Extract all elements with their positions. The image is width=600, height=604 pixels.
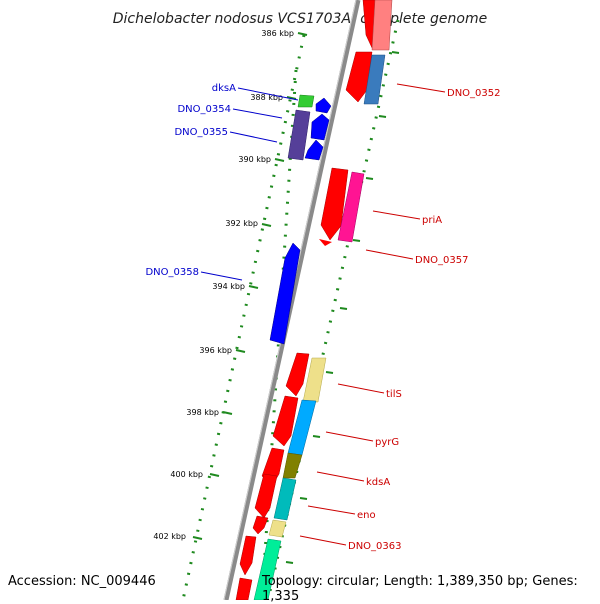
right-labels: DNO_0352 priA DNO_0357 tilS pyrG kdsA en… bbox=[299, 83, 501, 552]
accession-text: Accession: NC_009446 bbox=[8, 574, 156, 589]
tick-mark bbox=[391, 51, 400, 54]
gene-cds[interactable] bbox=[363, 54, 386, 105]
gene-pyrG[interactable] bbox=[272, 395, 299, 447]
tick-mark bbox=[378, 115, 387, 118]
gene-label-tilS[interactable]: tilS bbox=[386, 389, 402, 400]
gene-DNO_0355[interactable] bbox=[287, 109, 311, 161]
label-connector bbox=[200, 271, 243, 281]
gene-DNO_0352[interactable] bbox=[345, 51, 373, 103]
tick-mark bbox=[209, 473, 220, 477]
gene-DNO_0358[interactable] bbox=[269, 242, 301, 345]
gene-cds[interactable] bbox=[319, 239, 332, 246]
tick-mark bbox=[192, 536, 203, 540]
left-labels: dksA DNO_0354 DNO_0355 DNO_0358 bbox=[145, 83, 299, 281]
gene-DNO_0363[interactable] bbox=[252, 515, 269, 535]
gene-priA[interactable] bbox=[320, 167, 349, 241]
gene-tilS[interactable] bbox=[285, 352, 310, 397]
tick-label: 388 kbp bbox=[250, 93, 283, 102]
gene-label-DNO_0357[interactable]: DNO_0357 bbox=[415, 255, 469, 266]
gene-cds[interactable] bbox=[310, 113, 330, 141]
tick-mark bbox=[297, 32, 308, 36]
gene-eno[interactable] bbox=[254, 473, 278, 519]
gene-cds[interactable] bbox=[235, 577, 253, 600]
gene-cds[interactable] bbox=[282, 452, 303, 479]
gene-cds[interactable] bbox=[304, 139, 324, 161]
label-connector bbox=[229, 131, 278, 143]
label-connector bbox=[337, 383, 385, 394]
tick-label: 400 kbp bbox=[170, 470, 203, 479]
gene-label-DNO_0352[interactable]: DNO_0352 bbox=[447, 88, 501, 99]
tick-mark bbox=[352, 239, 361, 242]
tick-mark bbox=[299, 497, 308, 500]
gene-label-DNO_0354[interactable]: DNO_0354 bbox=[177, 104, 231, 115]
gene-label-DNO_0358[interactable]: DNO_0358 bbox=[145, 267, 199, 278]
tick-marks bbox=[192, 32, 308, 540]
tick-mark bbox=[285, 561, 294, 564]
gene-DNO_0357[interactable] bbox=[337, 171, 365, 243]
tick-label: 396 kbp bbox=[199, 346, 232, 355]
gene-label-dksA[interactable]: dksA bbox=[212, 83, 236, 94]
label-connector bbox=[232, 108, 283, 119]
label-connector bbox=[307, 505, 356, 515]
reverse-strand-genes bbox=[235, 0, 393, 600]
tick-mark bbox=[286, 96, 297, 100]
tick-label: 394 kbp bbox=[212, 282, 245, 291]
gene-cds[interactable] bbox=[253, 538, 282, 600]
label-connector bbox=[396, 83, 446, 93]
label-connector bbox=[365, 249, 414, 260]
gene-cds[interactable] bbox=[302, 357, 327, 403]
tick-mark bbox=[261, 223, 272, 227]
tick-mark bbox=[248, 285, 259, 289]
label-connector bbox=[372, 210, 421, 220]
gene-cds[interactable] bbox=[268, 519, 287, 538]
tick-label: 402 kbp bbox=[153, 532, 186, 541]
map-title: Dichelobacter nodosus VCS1703A, complete… bbox=[113, 11, 487, 27]
genome-backbone bbox=[223, 0, 361, 600]
label-connector bbox=[237, 87, 299, 101]
tick-mark bbox=[222, 411, 233, 415]
gene-cds[interactable] bbox=[315, 97, 332, 114]
gene-label-DNO_0363[interactable]: DNO_0363 bbox=[348, 541, 402, 552]
tick-label: 386 kbp bbox=[261, 29, 294, 38]
tick-label: 398 kbp bbox=[186, 408, 219, 417]
tick-mark bbox=[339, 307, 348, 310]
tick-mark bbox=[235, 349, 246, 353]
gene-label-eno[interactable]: eno bbox=[357, 510, 376, 521]
forward-strand-genes bbox=[269, 94, 332, 345]
gene-dksA[interactable] bbox=[297, 94, 315, 108]
gene-label-pyrG[interactable]: pyrG bbox=[375, 437, 399, 448]
gene-cds[interactable] bbox=[239, 535, 257, 576]
gene-label-DNO_0355[interactable]: DNO_0355 bbox=[174, 127, 228, 138]
tick-mark bbox=[312, 435, 321, 438]
tick-label: 392 kbp bbox=[225, 219, 258, 228]
tick-label: 390 kbp bbox=[238, 155, 271, 164]
gene-cds[interactable] bbox=[371, 0, 393, 51]
label-connector bbox=[316, 471, 365, 482]
label-connector bbox=[299, 535, 347, 546]
gene-label-kdsA[interactable]: kdsA bbox=[366, 477, 390, 488]
label-connector bbox=[325, 431, 374, 442]
tick-mark bbox=[325, 371, 334, 374]
right-ruler-ticks bbox=[285, 51, 400, 564]
gene-label-priA[interactable]: priA bbox=[422, 215, 442, 226]
tick-mark bbox=[365, 177, 374, 180]
gene-cds[interactable] bbox=[273, 477, 297, 521]
tick-mark bbox=[274, 158, 285, 162]
